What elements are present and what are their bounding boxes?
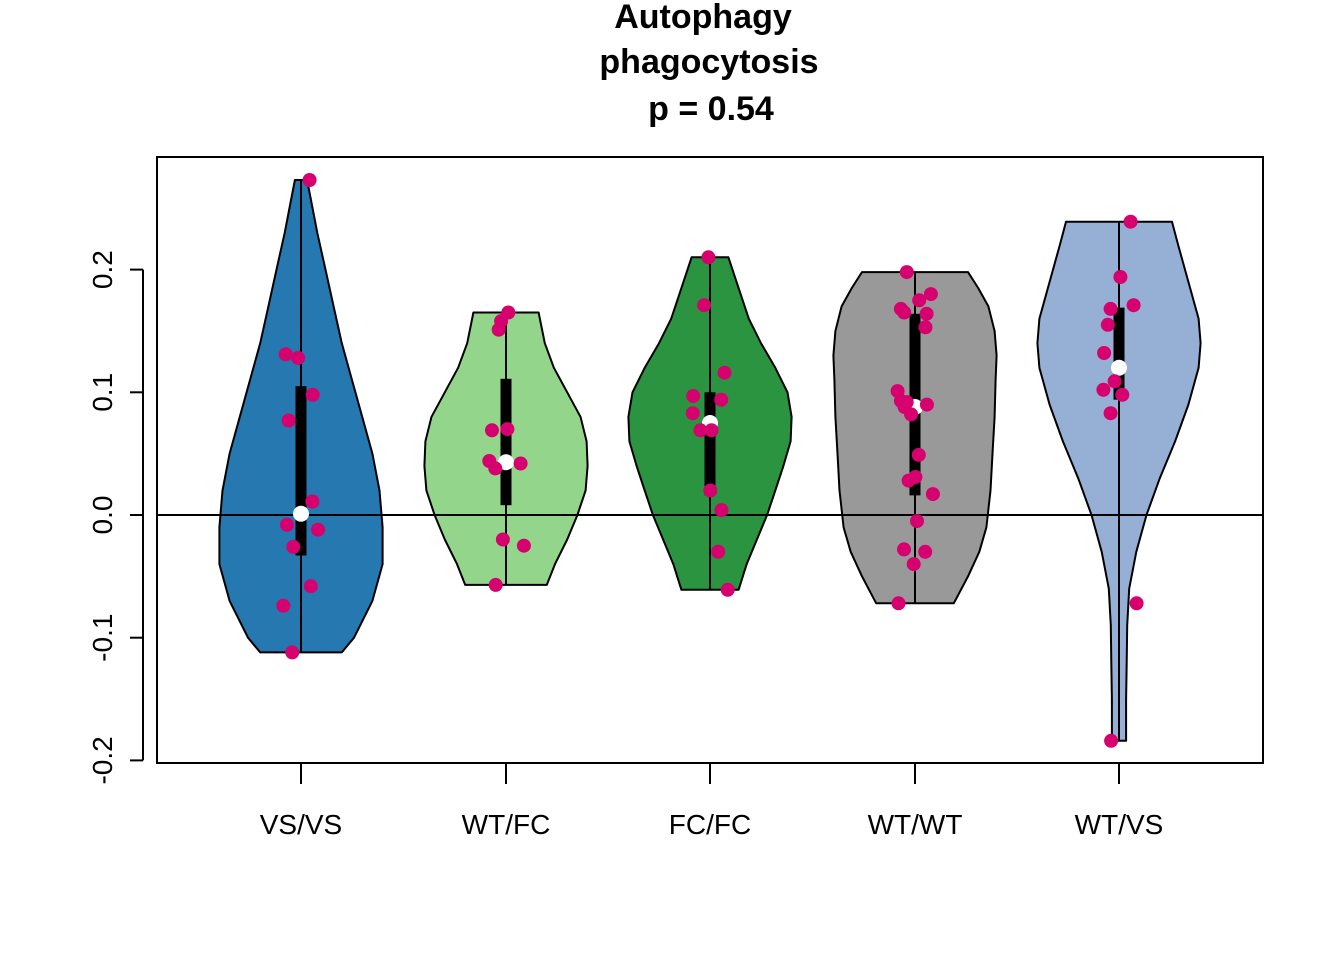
- data-point: [714, 503, 729, 518]
- y-tick-label: 0.1: [87, 373, 118, 412]
- data-point: [488, 577, 503, 592]
- median-point: [293, 505, 309, 522]
- data-point: [704, 423, 719, 438]
- data-point: [899, 265, 914, 280]
- data-point: [285, 645, 300, 660]
- data-point: [291, 350, 306, 365]
- data-point: [901, 473, 916, 488]
- data-point: [485, 423, 499, 438]
- data-point: [500, 422, 515, 437]
- x-tick-label: WT/WT: [868, 809, 963, 840]
- data-point: [1103, 406, 1118, 421]
- data-point: [276, 598, 291, 613]
- data-point: [1096, 382, 1111, 397]
- x-axis: VS/VS WT/FC FC/FC WT/WT WT/VS: [260, 762, 1164, 840]
- x-tick-label: WT/VS: [1075, 809, 1164, 840]
- data-point: [1115, 387, 1130, 402]
- title-line-3: p = 0.54: [648, 90, 774, 128]
- violin-box: [704, 392, 716, 496]
- data-point: [686, 389, 701, 403]
- data-point: [1123, 214, 1138, 229]
- violin-group-wt-wt: [832, 271, 998, 605]
- data-point: [1103, 301, 1118, 316]
- data-point: [302, 173, 317, 187]
- data-point: [703, 483, 718, 498]
- data-point: [904, 407, 919, 422]
- data-point: [488, 461, 503, 476]
- x-tick-label: VS/VS: [260, 809, 342, 840]
- data-point: [279, 517, 294, 532]
- title-line-2: phagocytosis: [599, 43, 818, 81]
- x-tick-label: FC/FC: [669, 809, 751, 840]
- data-point: [897, 305, 912, 320]
- data-point: [925, 487, 940, 502]
- data-point: [919, 397, 934, 412]
- data-point: [1126, 298, 1141, 313]
- data-point: [305, 387, 320, 402]
- data-point: [720, 582, 735, 597]
- x-tick-label: WT/FC: [462, 809, 551, 840]
- data-point: [701, 250, 716, 265]
- data-point: [1100, 317, 1115, 332]
- violin-box: [295, 386, 307, 556]
- data-point: [912, 293, 927, 308]
- data-point: [1097, 346, 1112, 360]
- data-point: [714, 392, 729, 407]
- violin-box: [1113, 307, 1125, 400]
- data-point: [281, 413, 296, 428]
- data-point: [906, 557, 921, 572]
- title-line-1: Autophagy: [614, 0, 792, 36]
- data-point: [311, 522, 325, 537]
- data-point: [711, 544, 726, 559]
- data-point: [1113, 270, 1128, 284]
- data-point: [910, 514, 924, 529]
- median-point: [498, 454, 514, 471]
- data-point: [685, 406, 700, 421]
- median-point: [1111, 359, 1127, 376]
- violin-group-wt-vs: [1036, 220, 1202, 742]
- data-point: [697, 298, 712, 313]
- y-tick-label: -0.1: [87, 614, 118, 662]
- data-point: [1107, 374, 1122, 389]
- data-point: [717, 365, 732, 380]
- data-point: [923, 287, 938, 302]
- plot-area: [157, 173, 1263, 748]
- y-axis: -0.2 -0.1 0.0 0.1 0.2: [87, 250, 144, 785]
- data-point: [495, 532, 510, 547]
- data-point: [513, 456, 528, 471]
- data-point: [897, 542, 911, 557]
- y-tick-label: 0.2: [87, 250, 118, 289]
- data-point: [305, 494, 320, 509]
- data-point: [918, 320, 933, 335]
- data-point: [1129, 596, 1144, 611]
- data-point: [919, 306, 934, 321]
- y-tick-label: -0.2: [87, 736, 118, 784]
- data-point: [1104, 733, 1119, 748]
- chart-title: Autophagy phagocytosis p = 0.54: [599, 0, 818, 128]
- data-point: [286, 539, 301, 554]
- data-point: [891, 596, 906, 611]
- violin-box: [500, 378, 512, 506]
- data-point: [491, 322, 506, 337]
- data-point: [693, 423, 708, 438]
- data-point: [918, 544, 933, 559]
- data-point: [911, 447, 926, 462]
- data-point: [303, 579, 318, 594]
- data-point: [278, 347, 293, 362]
- violin-group-vs-vs: [218, 179, 384, 654]
- data-point: [516, 538, 531, 553]
- y-tick-label: 0.0: [87, 496, 118, 535]
